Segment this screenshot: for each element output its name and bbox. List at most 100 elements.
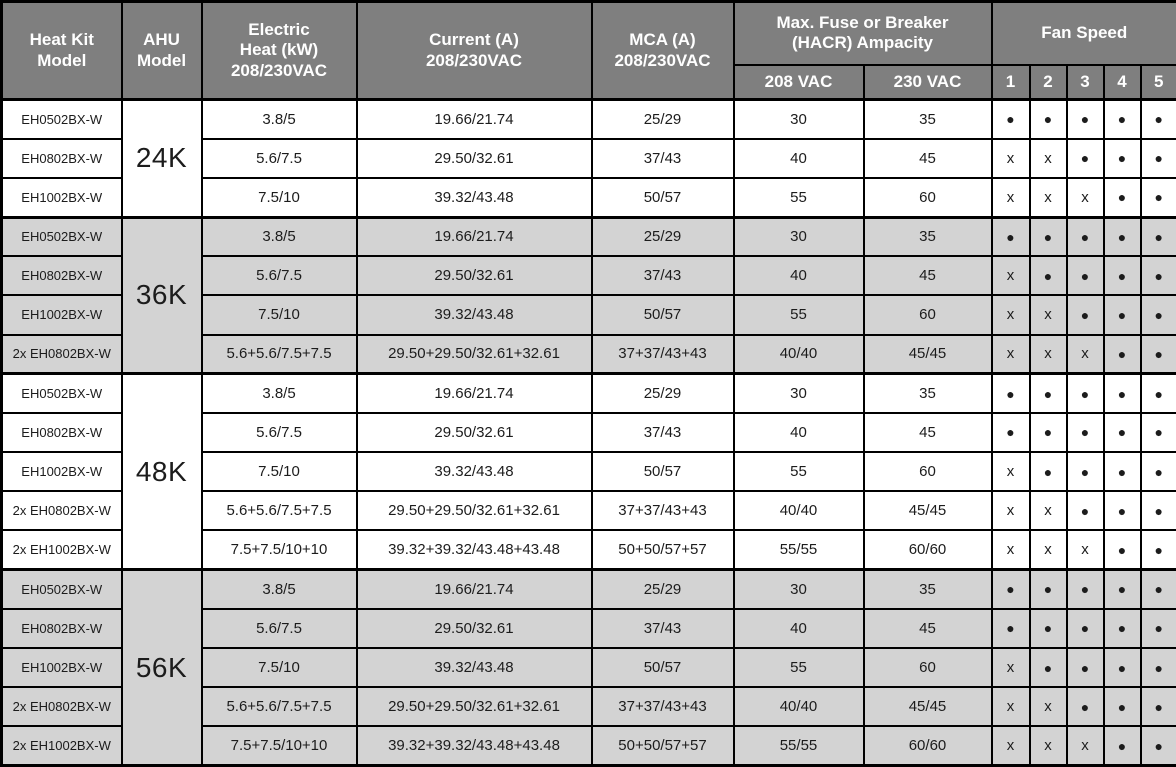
fan-speed-5-dot-mark: ● <box>1139 411 1176 454</box>
fan-speed-1-x-mark: x <box>990 176 1031 219</box>
fan-speed-3-dot-mark: ● <box>1065 98 1105 140</box>
fuse-230-vac-cell: 45/45 <box>862 490 993 532</box>
fan-speed-1-x-mark: x <box>990 255 1031 297</box>
fan-speed-4-dot-mark: ● <box>1102 333 1142 375</box>
col-header-heat-kit-model: Heat Kit Model <box>0 0 123 101</box>
electric-heat-cell: 7.5/10 <box>200 646 358 689</box>
col-header-electric-heat: Electric Heat (kW) 208/230VAC <box>200 0 358 101</box>
fan-speed-4-dot-mark: ● <box>1102 490 1142 532</box>
fan-speed-4-dot-mark: ● <box>1102 294 1142 336</box>
ahu-model-cell: 24K <box>120 98 203 219</box>
fan-speed-3-x-mark: x <box>1065 176 1105 219</box>
heat-kit-model-cell: EH0802BX-W <box>0 411 123 454</box>
fuse-208-vac-cell: 55 <box>732 294 865 336</box>
col-header-fan-speed-5: 5 <box>1139 63 1176 101</box>
fan-speed-3-dot-mark: ● <box>1065 490 1105 532</box>
col-header-current: Current (A) 208/230VAC <box>355 0 593 101</box>
fan-speed-2-dot-mark: ● <box>1028 646 1068 689</box>
fuse-208-vac-cell: 40 <box>732 411 865 454</box>
fuse-208-vac-cell: 40/40 <box>732 686 865 728</box>
fan-speed-1-x-mark: x <box>990 294 1031 336</box>
fan-speed-3-x-mark: x <box>1065 725 1105 767</box>
current-cell: 39.32/43.48 <box>355 451 593 493</box>
current-cell: 29.50+29.50/32.61+32.61 <box>355 490 593 532</box>
fan-speed-2-x-mark: x <box>1028 686 1068 728</box>
fan-speed-3-dot-mark: ● <box>1065 372 1105 414</box>
fan-speed-2-x-mark: x <box>1028 490 1068 532</box>
fan-speed-1-dot-mark: ● <box>990 607 1031 649</box>
heat-kit-model-cell: EH0802BX-W <box>0 137 123 179</box>
mca-cell: 37+37/43+43 <box>590 490 735 532</box>
electric-heat-cell: 3.8/5 <box>200 98 358 140</box>
fan-speed-2-dot-mark: ● <box>1028 372 1068 414</box>
electric-heat-cell: 5.6/7.5 <box>200 411 358 454</box>
fuse-230-vac-cell: 45 <box>862 255 993 297</box>
fan-speed-2-dot-mark: ● <box>1028 411 1068 454</box>
mca-cell: 25/29 <box>590 216 735 258</box>
fuse-208-vac-cell: 30 <box>732 568 865 610</box>
fan-speed-4-dot-mark: ● <box>1102 255 1142 297</box>
heat-kit-model-cell: 2x EH1002BX-W <box>0 725 123 767</box>
fan-speed-4-dot-mark: ● <box>1102 372 1142 414</box>
ahu-group-36k: EH0502BX-W 36K 3.8/5 19.66/21.74 25/29 30 35 ● ●… <box>0 216 1176 375</box>
current-cell: 29.50+29.50/32.61+32.61 <box>355 333 593 375</box>
fan-speed-5-dot-mark: ● <box>1139 607 1176 649</box>
col-header-max-fuse: Max. Fuse or Breaker (HACR) Ampacity <box>732 0 993 66</box>
fuse-230-vac-cell: 60/60 <box>862 725 993 767</box>
fan-speed-4-dot-mark: ● <box>1102 98 1142 140</box>
fan-speed-5-dot-mark: ● <box>1139 686 1176 728</box>
current-cell: 19.66/21.74 <box>355 98 593 140</box>
fan-speed-4-dot-mark: ● <box>1102 646 1142 689</box>
fan-speed-2-x-mark: x <box>1028 294 1068 336</box>
col-header-ahu-model: AHU Model <box>120 0 203 101</box>
electric-heat-cell: 5.6+5.6/7.5+7.5 <box>200 333 358 375</box>
fan-speed-3-dot-mark: ● <box>1065 411 1105 454</box>
mca-cell: 50/57 <box>590 646 735 689</box>
heat-kit-model-cell: EH0502BX-W <box>0 216 123 258</box>
fan-speed-1-dot-mark: ● <box>990 568 1031 610</box>
fan-speed-1-x-mark: x <box>990 333 1031 375</box>
fan-speed-4-dot-mark: ● <box>1102 607 1142 649</box>
mca-cell: 25/29 <box>590 98 735 140</box>
heat-kit-model-cell: EH1002BX-W <box>0 451 123 493</box>
fuse-230-vac-cell: 45 <box>862 607 993 649</box>
fan-speed-5-dot-mark: ● <box>1139 568 1176 610</box>
electric-heat-cell: 5.6/7.5 <box>200 607 358 649</box>
fan-speed-4-dot-mark: ● <box>1102 451 1142 493</box>
ahu-group-56k: EH0502BX-W 56K 3.8/5 19.66/21.74 25/29 30 35 ● ●… <box>0 568 1176 767</box>
fan-speed-2-dot-mark: ● <box>1028 451 1068 493</box>
col-header-fan-speed-2: 2 <box>1028 63 1068 101</box>
fuse-208-vac-cell: 55/55 <box>732 529 865 571</box>
electric-heat-cell: 7.5/10 <box>200 294 358 336</box>
table-header: Heat Kit Model AHU Model Electric Heat (… <box>0 0 1176 101</box>
col-header-230-vac: 230 VAC <box>862 63 993 101</box>
fan-speed-1-x-mark: x <box>990 137 1031 179</box>
table-row: EH0802BX-W 5.6/7.5 29.50/32.61 37/43 40 45 x ● ●… <box>0 255 1176 297</box>
fan-speed-3-dot-mark: ● <box>1065 294 1105 336</box>
ahu-model-cell: 36K <box>120 216 203 375</box>
mca-cell: 50/57 <box>590 294 735 336</box>
heat-kit-model-cell: 2x EH0802BX-W <box>0 333 123 375</box>
current-cell: 29.50/32.61 <box>355 411 593 454</box>
electric-heat-cell: 5.6+5.6/7.5+7.5 <box>200 490 358 532</box>
fan-speed-5-dot-mark: ● <box>1139 372 1176 414</box>
current-cell: 39.32+39.32/43.48+43.48 <box>355 725 593 767</box>
fuse-208-vac-cell: 40 <box>732 137 865 179</box>
electric-heat-cell: 5.6/7.5 <box>200 137 358 179</box>
fan-speed-3-dot-mark: ● <box>1065 568 1105 610</box>
col-header-fan-speed-3: 3 <box>1065 63 1105 101</box>
fan-speed-5-dot-mark: ● <box>1139 725 1176 767</box>
fuse-230-vac-cell: 60 <box>862 451 993 493</box>
fan-speed-5-dot-mark: ● <box>1139 216 1176 258</box>
mca-cell: 50+50/57+57 <box>590 725 735 767</box>
fuse-208-vac-cell: 55/55 <box>732 725 865 767</box>
fan-speed-2-x-mark: x <box>1028 725 1068 767</box>
electric-heat-cell: 7.5+7.5/10+10 <box>200 725 358 767</box>
fan-speed-3-dot-mark: ● <box>1065 686 1105 728</box>
fan-speed-3-x-mark: x <box>1065 529 1105 571</box>
fan-speed-4-dot-mark: ● <box>1102 725 1142 767</box>
fan-speed-4-dot-mark: ● <box>1102 137 1142 179</box>
fuse-208-vac-cell: 30 <box>732 98 865 140</box>
fan-speed-1-dot-mark: ● <box>990 98 1031 140</box>
fan-speed-4-dot-mark: ● <box>1102 176 1142 219</box>
